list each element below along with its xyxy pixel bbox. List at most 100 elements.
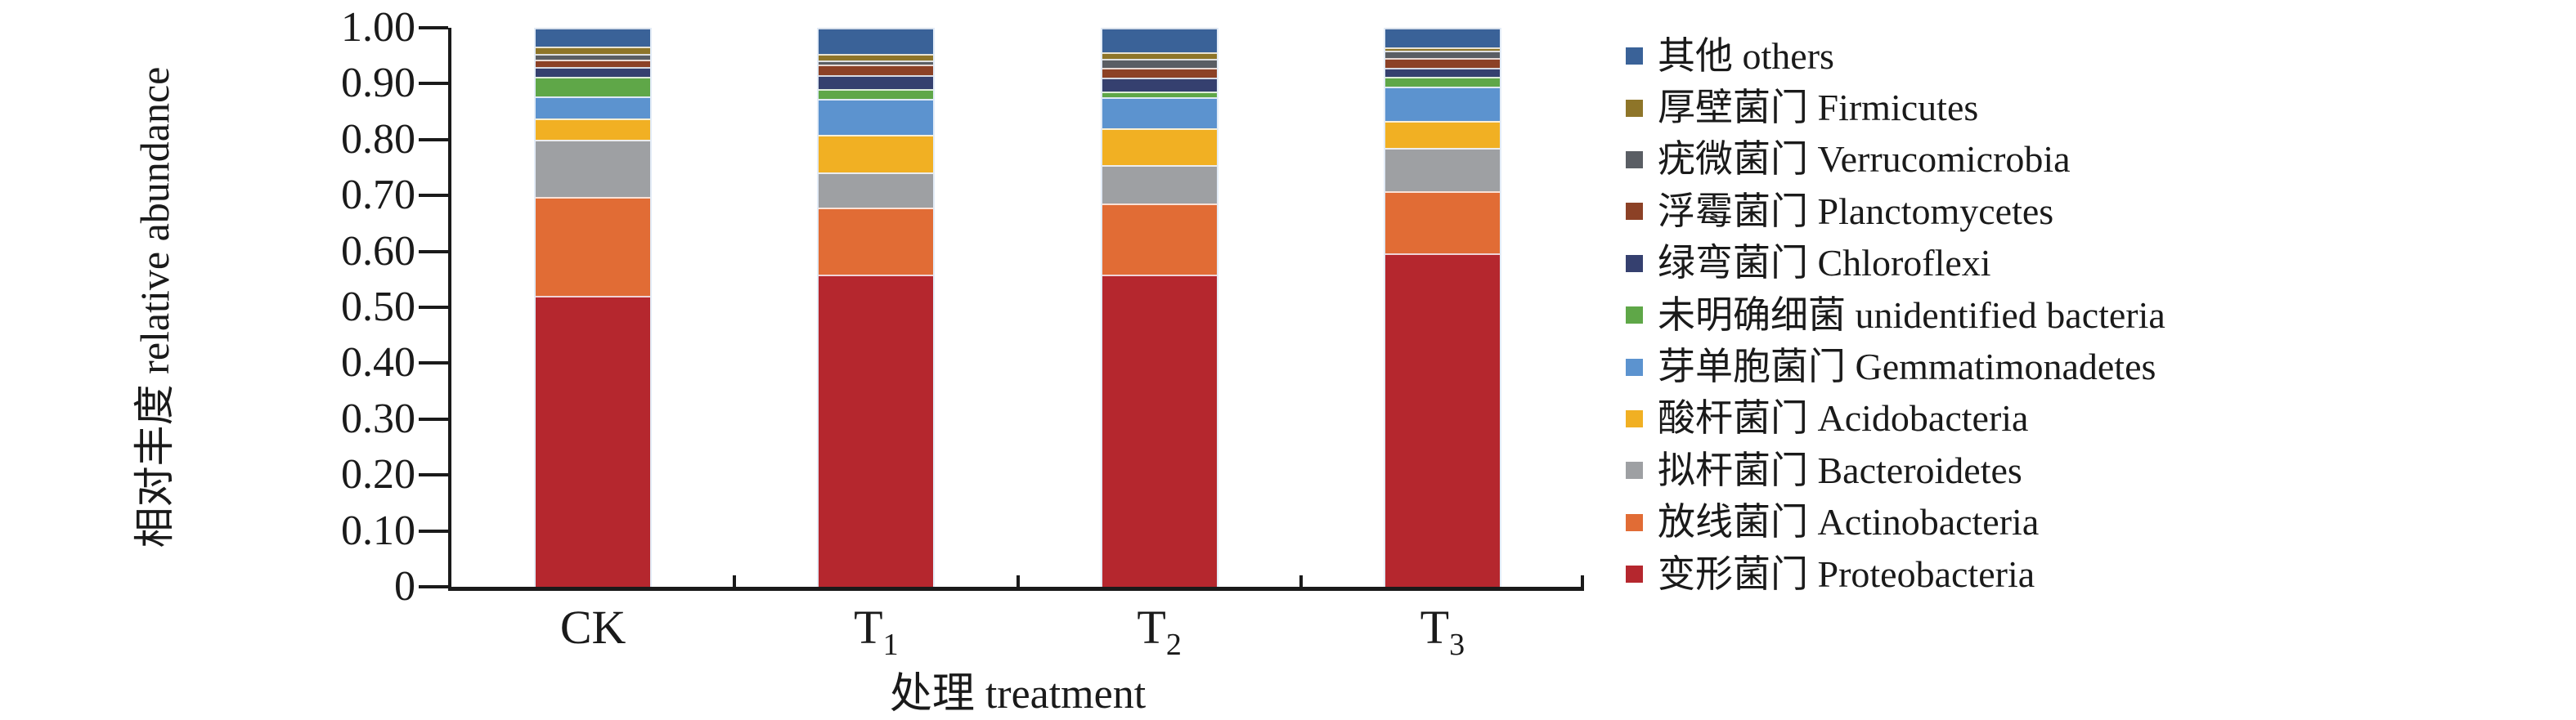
bar-segment-proteobacteria bbox=[819, 275, 934, 587]
x-axis-tick bbox=[733, 575, 737, 587]
y-tick-label: 0.70 bbox=[341, 172, 415, 219]
legend-color-swatch bbox=[1626, 203, 1643, 221]
bar-segment-others bbox=[1384, 28, 1500, 47]
legend-item-bacteroidetes: 拟杆菌门 Bacteroidetes bbox=[1626, 445, 2165, 496]
bar-segment-acidobacteria bbox=[1384, 120, 1500, 149]
bar-segment-bacteroidetes bbox=[536, 139, 651, 197]
y-tick-label: 0.90 bbox=[341, 60, 415, 107]
bar-segment-bacteroidetes bbox=[819, 172, 934, 208]
x-axis-tick bbox=[1299, 575, 1303, 587]
y-tick-label: 0.60 bbox=[341, 227, 415, 275]
plot-area: 1.00 0.90 0.80 0.70 0.60 0.50 0.40 0.30 0.20 0.10… bbox=[341, 4, 1584, 718]
bar-segment-proteobacteria bbox=[1102, 274, 1217, 587]
bar-segment-verrucomicrobia bbox=[1102, 58, 1217, 68]
bar-segment-unidentified-bacteria bbox=[819, 88, 934, 99]
bar-segment-bacteroidetes bbox=[1384, 148, 1500, 192]
bar-segment-acidobacteria bbox=[536, 118, 651, 140]
y-axis-tick bbox=[419, 361, 448, 365]
x-category-label-main: T bbox=[1420, 601, 1450, 654]
legend-label: 芽单胞菌门 Gemmatimonadetes bbox=[1658, 346, 2156, 388]
bar-segment-chloroflexi bbox=[1384, 67, 1500, 77]
legend-label: 酸杆菌门 Acidobacteria bbox=[1658, 397, 2029, 440]
stacked-bar-T3 bbox=[1383, 28, 1501, 587]
x-axis-tick bbox=[1016, 575, 1020, 587]
legend-item-gemmatimonadetes: 芽单胞菌门 Gemmatimonadetes bbox=[1626, 341, 2165, 392]
legend-label: 绿弯菌门 Chloroflexi bbox=[1658, 242, 1991, 284]
x-category-label-T1: T1 bbox=[734, 601, 1017, 661]
y-axis-title: 相对丰度 relative abundance bbox=[132, 66, 177, 548]
bar-segment-bacteroidetes bbox=[1102, 165, 1217, 203]
legend-label: 厚壁菌门 Firmicutes bbox=[1658, 87, 1979, 129]
legend-color-swatch bbox=[1626, 47, 1643, 65]
x-category-label-subscript: 1 bbox=[882, 628, 899, 662]
legend-color-swatch bbox=[1626, 150, 1643, 168]
stacked-bar-T1 bbox=[817, 28, 936, 587]
legend-item-chloroflexi: 绿弯菌门 Chloroflexi bbox=[1626, 238, 2165, 289]
x-category-label-main: CK bbox=[559, 601, 626, 654]
y-tick-label: 1.00 bbox=[341, 4, 415, 51]
x-category-label-subscript: 3 bbox=[1449, 628, 1465, 662]
y-axis-tick bbox=[419, 417, 448, 421]
bar-segment-actinobacteria bbox=[819, 207, 934, 275]
bar-segment-chloroflexi bbox=[819, 75, 934, 89]
legend-color-swatch bbox=[1626, 358, 1643, 376]
bar-segment-others bbox=[536, 28, 651, 47]
y-axis-tick bbox=[419, 137, 448, 141]
bar-segment-firmicutes bbox=[536, 46, 651, 54]
y-tick-label: 0.30 bbox=[341, 395, 415, 442]
y-axis-tick bbox=[419, 473, 448, 477]
legend-label: 其他 others bbox=[1658, 34, 1834, 77]
bar-segment-firmicutes bbox=[819, 53, 934, 61]
legend-item-planctomycetes: 浮霉菌门 Planctomycetes bbox=[1626, 186, 2165, 237]
x-category-label-subscript: 2 bbox=[1165, 628, 1182, 662]
x-category-label-T3: T3 bbox=[1301, 601, 1584, 661]
legend-color-swatch bbox=[1626, 409, 1643, 427]
y-axis-tick bbox=[419, 82, 448, 86]
bar-segment-proteobacteria bbox=[536, 296, 651, 587]
bar-segment-planctomycetes bbox=[536, 60, 651, 67]
y-axis-tick bbox=[419, 26, 448, 29]
x-axis-title: 处理 treatment bbox=[889, 671, 1147, 718]
stacked-bar-T2 bbox=[1100, 28, 1218, 587]
bar-segment-gemmatimonadetes bbox=[819, 98, 934, 136]
legend-item-verrucomicrobia: 疣微菌门 Verrucomicrobia bbox=[1626, 134, 2165, 186]
y-axis-tick bbox=[419, 194, 448, 198]
bar-segment-planctomycetes bbox=[1102, 67, 1217, 78]
y-axis-tick bbox=[419, 585, 448, 588]
legend-label: 疣微菌门 Verrucomicrobia bbox=[1658, 138, 2071, 181]
bar-segment-verrucomicrobia bbox=[819, 60, 934, 65]
bar-segment-others bbox=[819, 28, 934, 54]
legend-color-swatch bbox=[1626, 254, 1643, 272]
x-category-label-main: T bbox=[1137, 601, 1166, 654]
legend-label: 拟杆菌门 Bacteroidetes bbox=[1658, 449, 2022, 491]
legend-label: 未明确细菌 unidentified bacteria bbox=[1658, 293, 2165, 336]
bar-segment-gemmatimonadetes bbox=[536, 96, 651, 119]
bar-segment-proteobacteria bbox=[1384, 253, 1500, 587]
y-tick-label: 0.40 bbox=[341, 339, 415, 387]
chart-legend: 其他 others 厚壁菌门 Firmicutes 疣微菌门 Verrucomicr… bbox=[1626, 30, 2165, 600]
legend-color-swatch bbox=[1626, 99, 1643, 117]
legend-color-swatch bbox=[1626, 566, 1643, 584]
bar-segment-firmicutes bbox=[1384, 47, 1500, 51]
y-axis-tick bbox=[419, 529, 448, 533]
bar-segment-verrucomicrobia bbox=[1384, 51, 1500, 58]
bar-segment-actinobacteria bbox=[1102, 203, 1217, 275]
legend-item-actinobacteria: 放线菌门 Actinobacteria bbox=[1626, 497, 2165, 548]
bar-segment-actinobacteria bbox=[1384, 191, 1500, 253]
bar-segment-acidobacteria bbox=[1102, 128, 1217, 166]
bar-segment-gemmatimonadetes bbox=[1384, 86, 1500, 121]
y-axis-tick bbox=[419, 306, 448, 309]
bar-segment-actinobacteria bbox=[536, 196, 651, 297]
bar-segment-unidentified-bacteria bbox=[1102, 92, 1217, 97]
stacked-bar-CK bbox=[534, 28, 653, 587]
bar-segment-unidentified-bacteria bbox=[1384, 76, 1500, 87]
legend-label: 放线菌门 Actinobacteria bbox=[1658, 501, 2040, 543]
legend-item-acidobacteria: 酸杆菌门 Acidobacteria bbox=[1626, 393, 2165, 445]
y-axis-tick bbox=[419, 249, 448, 253]
x-category-label-T2: T2 bbox=[1018, 601, 1301, 661]
bar-segment-verrucomicrobia bbox=[536, 53, 651, 60]
legend-color-swatch bbox=[1626, 462, 1643, 480]
legend-label: 变形菌门 Proteobacteria bbox=[1658, 552, 2035, 595]
y-tick-label: 0.20 bbox=[341, 451, 415, 499]
